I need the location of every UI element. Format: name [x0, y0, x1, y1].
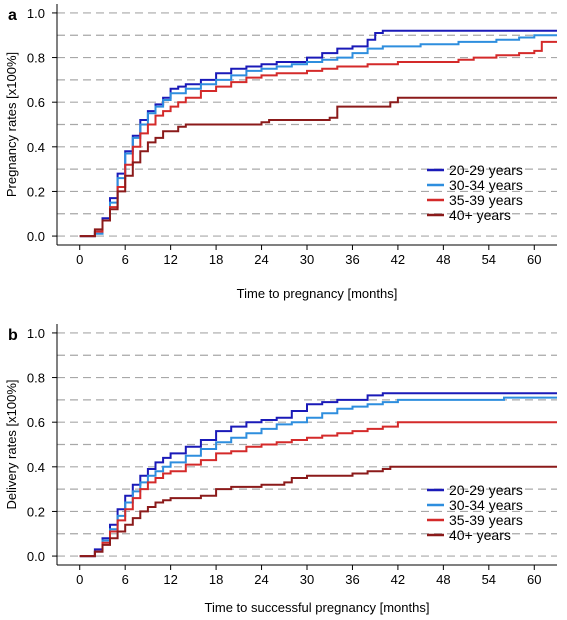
legend-label: 35-39 years: [449, 192, 523, 208]
legend-label: 20-29 years: [449, 482, 523, 498]
legend-label: 35-39 years: [449, 512, 523, 528]
series-line-1: [79, 392, 557, 558]
x-tick-label: 42: [391, 252, 405, 267]
y-tick-label: 0.2: [27, 184, 45, 199]
x-tick-label: 0: [76, 252, 83, 267]
legend-label: 30-34 years: [449, 177, 523, 193]
y-tick-label: 0.6: [27, 95, 45, 110]
x-tick-label: 54: [482, 572, 496, 587]
y-tick-label: 1.0: [27, 326, 45, 341]
x-tick-label: 0: [76, 572, 83, 587]
y-axis-label: Pregnancy rates [x100%]: [4, 52, 19, 197]
x-tick-label: 30: [300, 572, 314, 587]
x-tick-label: 60: [527, 572, 541, 587]
x-tick-label: 30: [300, 252, 314, 267]
series-line-3: [79, 421, 557, 558]
x-axis-label: Time to pregnancy [months]: [237, 286, 398, 301]
x-tick-label: 36: [345, 572, 359, 587]
y-tick-label: 0.0: [27, 549, 45, 564]
y-tick-label: 0.8: [27, 51, 45, 66]
panel-label: b: [8, 327, 18, 344]
chart-panel-a: 0 6 12 18 24 30 36 42 48 54 60 0.0 0.2 0.4 0.6 0.8 1.0 Ti…: [4, 4, 557, 301]
y-tick-label: 0.4: [27, 140, 45, 155]
y-tick-label: 0.2: [27, 504, 45, 519]
panel-label: a: [8, 7, 17, 24]
x-tick-label: 54: [482, 252, 496, 267]
chart-panel-b: 0 6 12 18 24 30 36 42 48 54 60 0.0 0.2 0.4 0.6 0.8 1.0 Ti…: [4, 324, 557, 615]
series-line-3: [79, 40, 557, 238]
x-tick-label: 18: [209, 572, 223, 587]
x-tick-label: 6: [122, 572, 129, 587]
x-tick-label: 24: [254, 572, 268, 587]
series-line-4: [79, 465, 557, 558]
x-tick-label: 42: [391, 572, 405, 587]
legend-label: 40+ years: [449, 527, 511, 543]
x-tick-label: 48: [436, 572, 450, 587]
series-line-4: [79, 96, 557, 238]
x-tick-label: 60: [527, 252, 541, 267]
x-tick-label: 12: [163, 572, 177, 587]
y-tick-label: 1.0: [27, 6, 45, 21]
y-tick-label: 0.8: [27, 371, 45, 386]
series-line-1: [79, 29, 557, 238]
y-tick-label: 0.6: [27, 415, 45, 430]
x-axis-label: Time to successful pregnancy [months]: [205, 600, 430, 615]
y-axis-label: Delivery rates [x100%]: [4, 379, 19, 509]
x-tick-label: 36: [345, 252, 359, 267]
y-tick-label: 0.4: [27, 460, 45, 475]
x-tick-label: 12: [163, 252, 177, 267]
legend-label: 30-34 years: [449, 497, 523, 513]
x-tick-label: 48: [436, 252, 450, 267]
x-tick-label: 6: [122, 252, 129, 267]
x-tick-label: 24: [254, 252, 268, 267]
legend-label: 20-29 years: [449, 162, 523, 178]
x-tick-label: 18: [209, 252, 223, 267]
y-tick-label: 0.0: [27, 229, 45, 244]
legend-label: 40+ years: [449, 207, 511, 223]
